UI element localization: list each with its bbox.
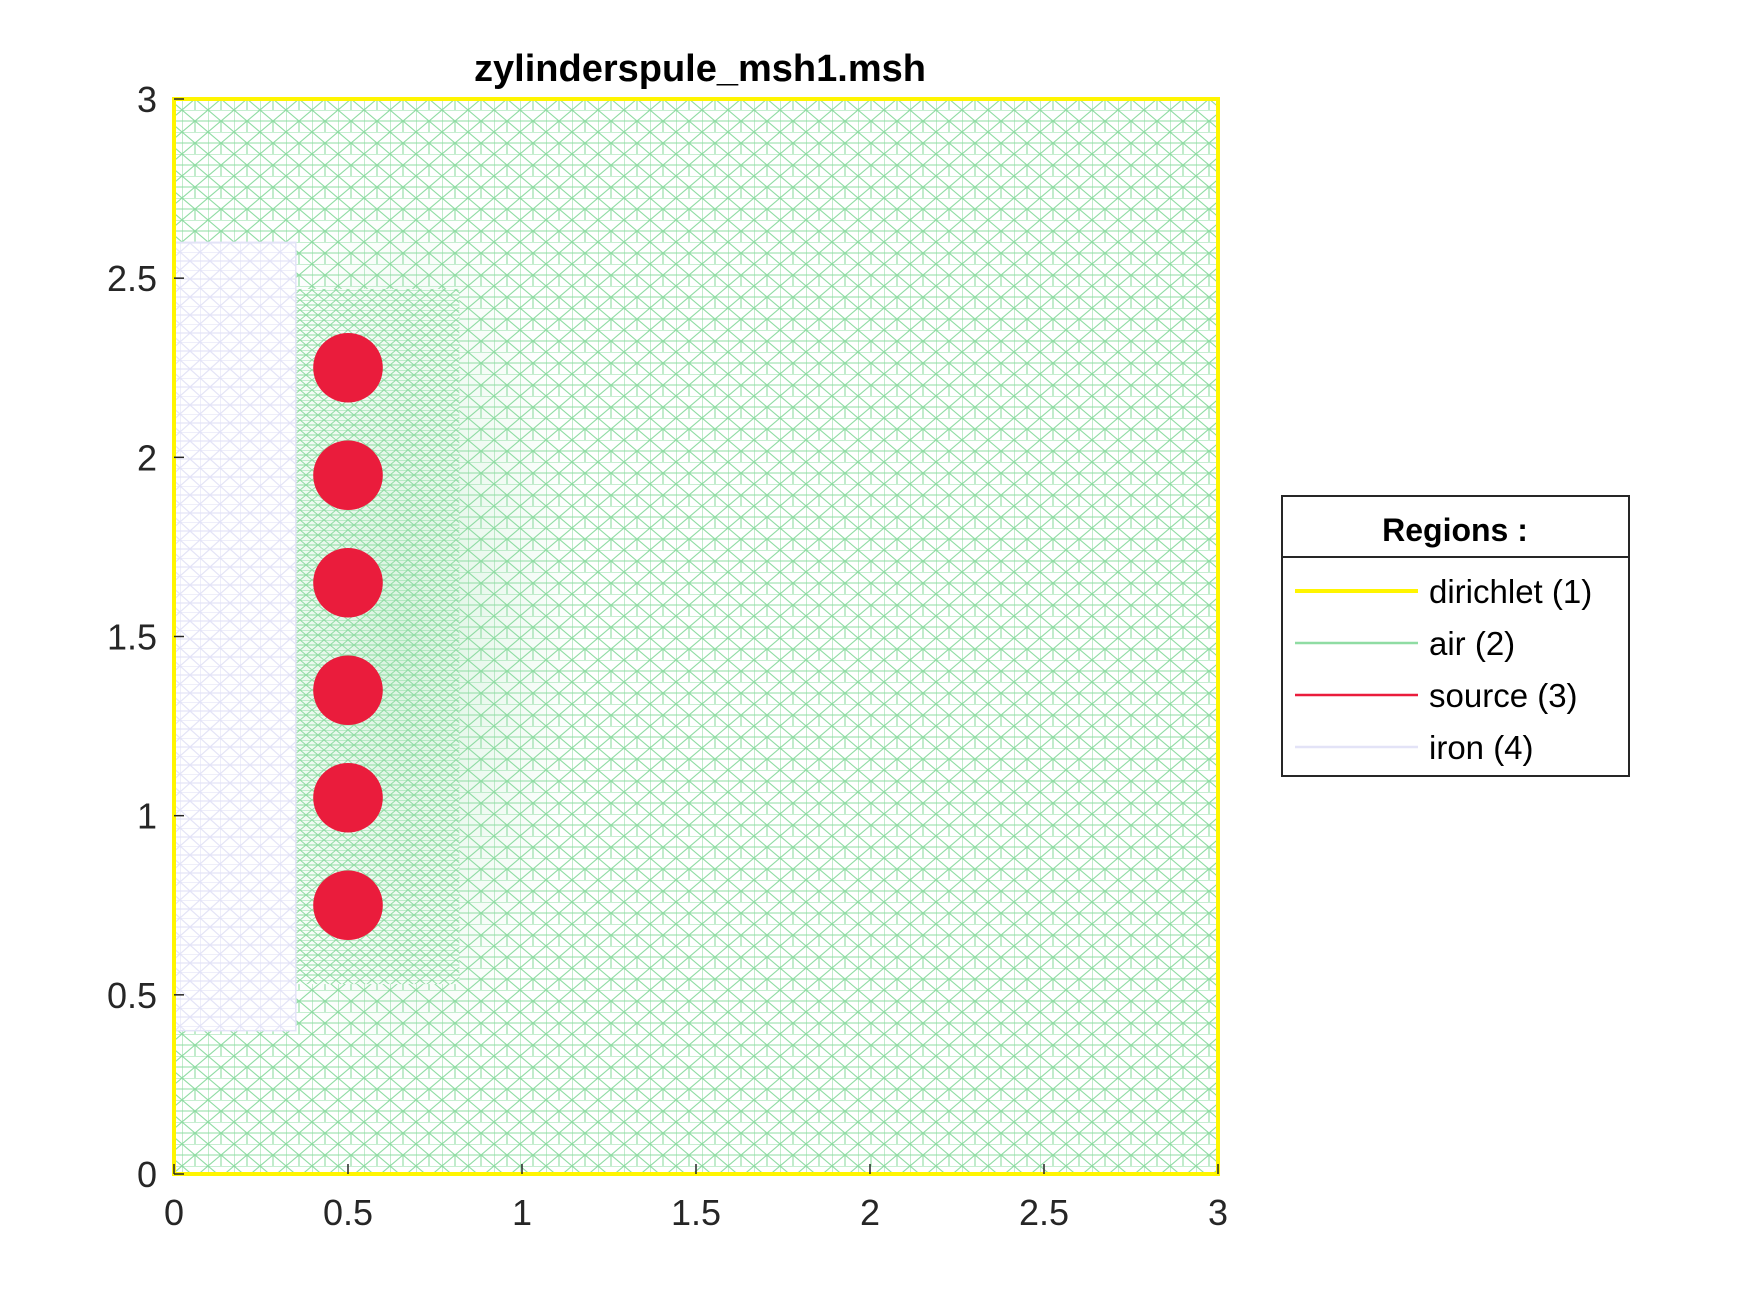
y-tick-label: 0.5 [107,975,157,1016]
air-refinement-shading [220,184,581,1089]
legend-label-dirichlet: dirichlet (1) [1429,573,1592,610]
x-tick-label: 0 [164,1192,184,1233]
y-tick-label: 1 [137,796,157,837]
y-tick-label: 0 [137,1154,157,1195]
y-tick-label: 1.5 [107,617,157,658]
source-conductor-1 [313,870,383,941]
legend-entries: dirichlet (1) air (2) source (3) iron (4) [1295,573,1592,766]
legend-label-iron: iron (4) [1429,729,1534,766]
x-axis: 0 0.5 1 1.5 2 2.5 3 [164,1164,1228,1233]
x-tick-label: 2 [860,1192,880,1233]
x-tick-label: 1 [512,1192,532,1233]
source-conductor-6 [313,332,383,403]
legend-label-air: air (2) [1429,625,1515,662]
source-conductor-4 [313,547,383,618]
legend-box [1281,495,1630,777]
legend: Regions : dirichlet (1) air (2) source (3)… [1281,495,1630,777]
iron-region [173,241,297,1032]
x-tick-label: 0.5 [323,1192,373,1233]
x-tick-label: 2.5 [1019,1192,1069,1233]
x-tick-label: 1.5 [671,1192,721,1233]
y-tick-label: 2 [137,437,157,478]
source-conductor-2 [313,762,383,833]
legend-title: Regions : [1382,512,1528,548]
plot-area [172,97,1220,1176]
source-conductor-3 [313,655,383,726]
y-axis: 0 0.5 1 1.5 2 2.5 3 [107,79,184,1195]
x-tick-label: 3 [1208,1192,1228,1233]
legend-label-source: source (3) [1429,677,1578,714]
source-conductor-5 [313,440,383,511]
y-tick-label: 3 [137,79,157,120]
chart-title: zylinderspule_msh1.msh [474,48,926,90]
y-tick-label: 2.5 [107,258,157,299]
